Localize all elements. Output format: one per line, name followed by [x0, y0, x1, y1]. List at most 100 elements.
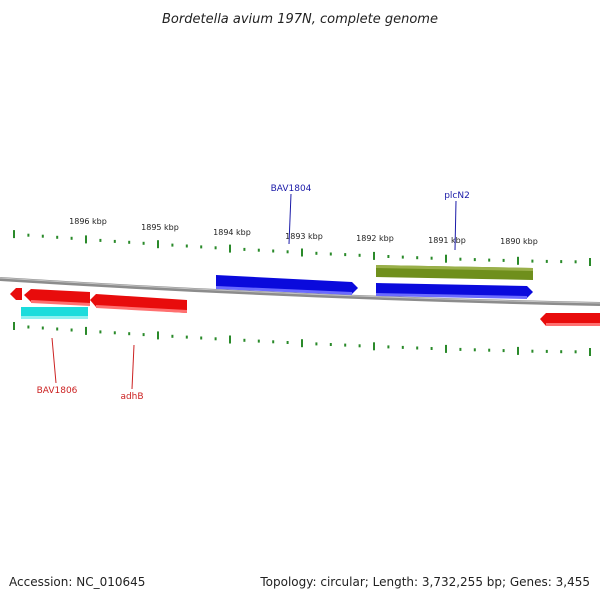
minor-tick [99, 330, 102, 334]
minor-tick [286, 341, 289, 344]
major-tick [13, 322, 15, 330]
minor-tick [113, 331, 116, 335]
leader-BAV1806 [51, 337, 57, 384]
ruler-label-1893: 1893 kbp [285, 232, 323, 241]
minor-tick [243, 247, 246, 251]
major-tick [373, 342, 375, 351]
minor-tick [344, 343, 347, 347]
minor-tick [387, 255, 390, 258]
minor-tick [329, 343, 332, 346]
minor-tick [142, 333, 145, 337]
minor-tick [329, 252, 332, 256]
ruler-label-1895: 1895 kbp [141, 223, 179, 232]
minor-tick [200, 245, 203, 249]
major-tick [445, 344, 447, 353]
minor-tick [488, 348, 491, 352]
minor-tick [171, 243, 174, 247]
minor-tick [272, 249, 275, 253]
minor-tick [214, 337, 217, 341]
minor-tick [473, 258, 476, 262]
minor-tick [214, 246, 217, 250]
minor-tick [416, 256, 419, 260]
minor-tick [128, 240, 131, 244]
label-adhB[interactable]: adhB [120, 392, 143, 402]
minor-tick [315, 251, 318, 255]
minor-tick [401, 255, 404, 259]
minor-tick [387, 345, 390, 349]
leader-BAV1804 [288, 193, 292, 245]
minor-tick [113, 239, 116, 243]
minor-tick [344, 253, 347, 257]
major-tick [157, 240, 159, 249]
minor-tick [99, 238, 102, 242]
gene-red-1[interactable] [24, 289, 90, 306]
minor-tick [41, 234, 44, 238]
ruler-label-1896: 1896 kbp [69, 217, 107, 226]
minor-tick [243, 338, 246, 342]
gene-adhB[interactable] [90, 294, 187, 313]
minor-tick [257, 339, 260, 343]
minor-tick [488, 258, 491, 262]
minor-tick [401, 345, 404, 349]
gene-plcN2[interactable] [376, 283, 533, 299]
minor-tick [358, 344, 361, 348]
minor-tick [560, 260, 563, 264]
outer-tick-track [13, 230, 591, 266]
minor-tick [70, 236, 73, 240]
inner-tick-track [13, 322, 591, 356]
genome-backbone [0, 277, 600, 306]
minor-tick [128, 332, 131, 336]
major-tick [445, 254, 447, 263]
label-BAV1804[interactable]: BAV1804 [271, 184, 312, 194]
gene-small-red[interactable] [10, 288, 22, 300]
minor-tick [430, 256, 433, 260]
major-tick [589, 348, 591, 356]
minor-tick [560, 350, 563, 354]
minor-tick [502, 349, 505, 353]
accession-text: Accession: NC_010645 [9, 575, 145, 589]
major-tick [85, 326, 87, 335]
minor-tick [27, 325, 30, 329]
minor-tick [142, 241, 145, 245]
gene-BAV1806[interactable] [21, 307, 88, 319]
leader-adhB [131, 344, 135, 390]
ruler-label-1892: 1892 kbp [356, 234, 394, 243]
gene-olive[interactable] [376, 265, 533, 280]
minor-tick [531, 349, 534, 353]
major-tick [229, 244, 231, 253]
major-tick [301, 248, 303, 257]
minor-tick [171, 334, 174, 338]
gene-red-right[interactable] [540, 313, 600, 326]
minor-tick [473, 348, 476, 352]
minor-tick [545, 349, 548, 353]
minor-tick [185, 335, 188, 339]
ruler-label-1894: 1894 kbp [213, 228, 251, 237]
major-tick [157, 331, 159, 340]
leader-plcN2 [454, 200, 457, 251]
minor-tick [531, 259, 534, 263]
minor-tick [56, 235, 59, 239]
topology-text: Topology: circular; Length: 3,732,255 bp… [259, 575, 590, 589]
genome-backbone-highlight [0, 277, 600, 304]
minor-tick [459, 257, 462, 261]
label-plcN2[interactable]: plcN2 [444, 191, 470, 201]
minor-tick [257, 248, 260, 252]
minor-tick [41, 326, 44, 330]
minor-tick [315, 342, 318, 346]
minor-tick [56, 327, 59, 331]
map-title: Bordetella avium 197N, complete genome [162, 12, 438, 27]
minor-tick [27, 233, 30, 237]
gene-BAV1804[interactable] [216, 275, 358, 295]
minor-tick [430, 347, 433, 350]
minor-tick [574, 260, 577, 264]
label-BAV1806[interactable]: BAV1806 [37, 386, 78, 396]
major-tick [517, 346, 519, 355]
ruler-label-1890: 1890 kbp [500, 237, 538, 246]
minor-tick [185, 244, 188, 248]
minor-tick [358, 253, 361, 257]
minor-tick [286, 250, 289, 254]
ruler-label-1891: 1891 kbp [428, 236, 466, 245]
minor-tick [70, 328, 73, 332]
minor-tick [416, 346, 419, 350]
